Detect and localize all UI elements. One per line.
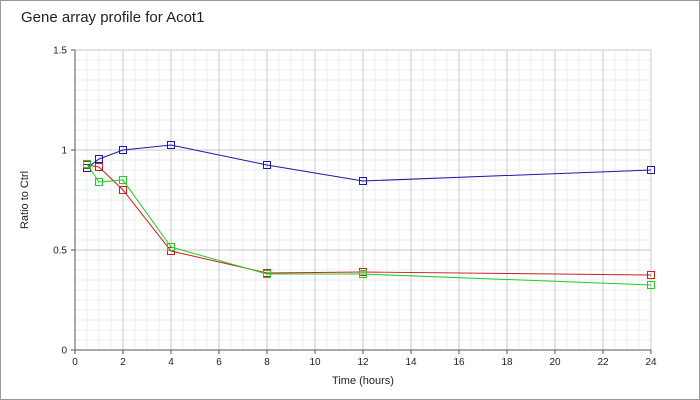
series-2-marker <box>647 271 655 279</box>
series-3-marker <box>263 270 271 278</box>
series-1-marker <box>119 146 127 154</box>
x-tick-label: 2 <box>120 357 126 368</box>
chart-title: Gene array profile for Acot1 <box>21 9 205 26</box>
x-tick-label: 0 <box>72 357 78 368</box>
series-2-marker <box>95 163 103 171</box>
y-tick-label: 0.5 <box>53 246 67 257</box>
y-tick-label: 1.5 <box>53 46 67 57</box>
series-3-marker <box>167 243 175 251</box>
series-1-marker <box>359 177 367 185</box>
series-3-marker <box>119 176 127 184</box>
x-tick-label: 24 <box>645 357 657 368</box>
y-tick-label: 0 <box>61 346 67 357</box>
series-3-marker <box>95 178 103 186</box>
x-tick-label: 12 <box>357 357 369 368</box>
x-tick-label: 8 <box>264 357 270 368</box>
x-tick-label: 14 <box>405 357 417 368</box>
x-tick-label: 6 <box>216 357 222 368</box>
series-3-line <box>86 163 652 286</box>
series-2-marker <box>119 186 127 194</box>
series-1-line <box>86 144 652 182</box>
series-1-marker <box>167 141 175 149</box>
series-1-marker <box>95 155 103 163</box>
x-tick-label: 22 <box>597 357 609 368</box>
x-tick-label: 4 <box>168 357 174 368</box>
x-tick-label: 16 <box>453 357 465 368</box>
x-tick-label: 20 <box>549 357 561 368</box>
series-3-marker <box>359 270 367 278</box>
series-1-marker <box>647 166 655 174</box>
series-3-marker <box>83 160 91 168</box>
series-3-marker <box>647 281 655 289</box>
x-tick-label: 18 <box>501 357 513 368</box>
y-axis-label: Ratio to Ctrl <box>19 171 31 229</box>
series-1-marker <box>263 161 271 169</box>
y-tick-label: 1 <box>61 146 67 157</box>
x-axis-label: Time (hours) <box>332 375 394 387</box>
x-tick-label: 10 <box>309 357 321 368</box>
